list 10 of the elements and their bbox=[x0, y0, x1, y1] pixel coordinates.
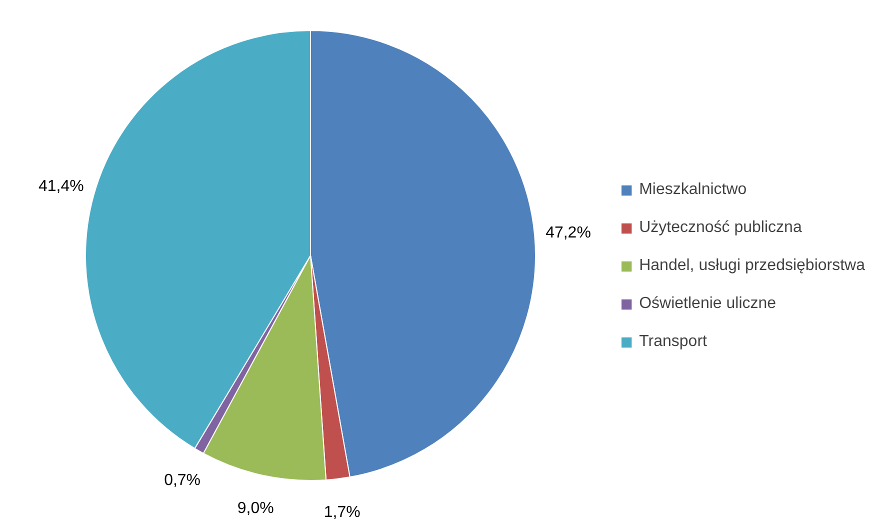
legend-label: Użyteczność publiczna bbox=[639, 218, 802, 238]
data-label: 41,4% bbox=[38, 178, 84, 195]
legend-label: Transport bbox=[639, 332, 707, 352]
legend-label: Handel, usługi przedsiębiorstwa bbox=[639, 256, 865, 276]
data-label: 9,0% bbox=[237, 500, 274, 517]
legend-label: Mieszkalnictwo bbox=[639, 180, 747, 200]
data-label: 0,7% bbox=[164, 472, 201, 489]
data-label: 47,2% bbox=[546, 224, 591, 242]
data-label: 1,7% bbox=[324, 504, 360, 521]
legend-label: Oświetlenie uliczne bbox=[639, 294, 776, 314]
